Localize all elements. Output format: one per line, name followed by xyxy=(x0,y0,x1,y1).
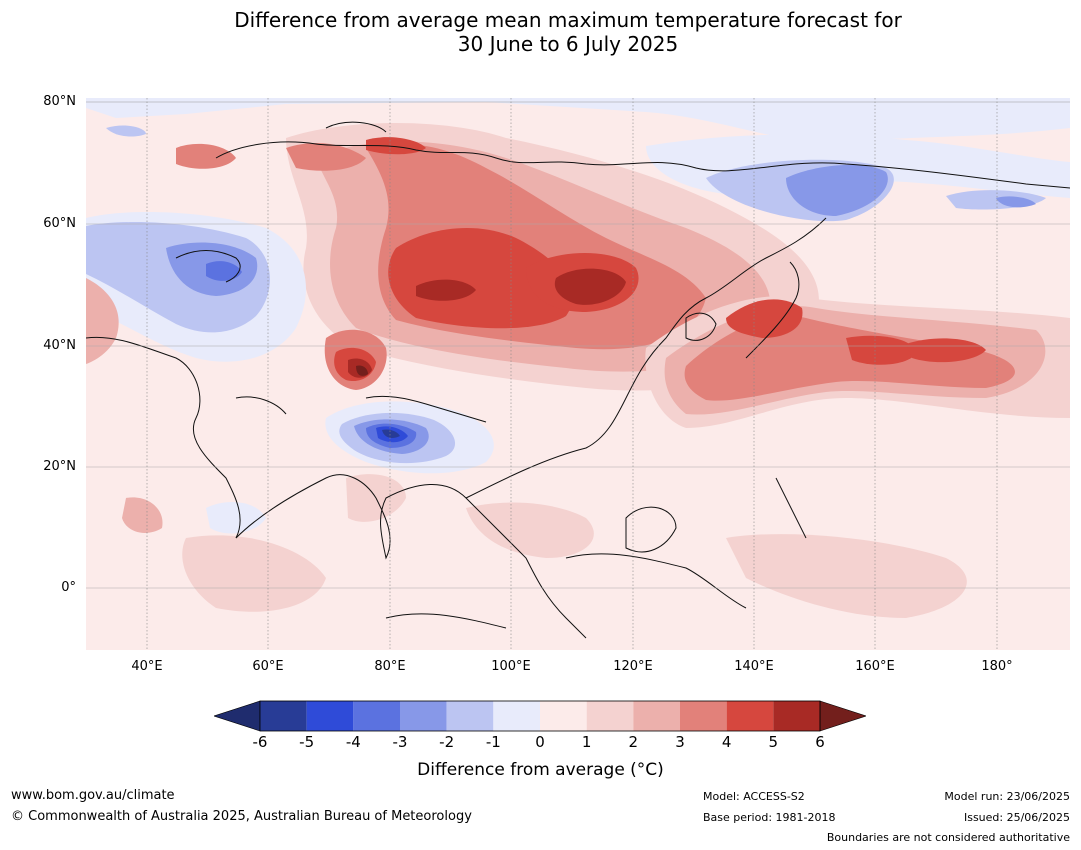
lon-label-180: 180° xyxy=(981,659,1013,674)
title-line-1: Difference from average mean maximum tem… xyxy=(234,8,902,32)
colorbar-tick-label: 0 xyxy=(535,733,545,751)
lon-label-120e: 120°E xyxy=(613,659,653,674)
colorbar-tick-label: 5 xyxy=(768,733,779,751)
lon-label-40e: 40°E xyxy=(131,659,163,674)
colorbar-tick-label: 3 xyxy=(675,733,685,751)
colorbar-tick-label: 1 xyxy=(581,733,592,751)
footer-model-run: Model run: 23/06/2025 xyxy=(944,790,1070,803)
lon-label-140e: 140°E xyxy=(734,659,774,674)
colorbar-segment xyxy=(773,701,820,731)
footer-model: Model: ACCESS-S2 xyxy=(703,790,805,803)
colorbar-segment xyxy=(260,701,307,731)
lon-label-160e: 160°E xyxy=(855,659,895,674)
colorbar-segment xyxy=(586,701,634,731)
footer-copyright: © Commonwealth of Australia 2025, Austra… xyxy=(11,809,472,824)
colorbar-segment xyxy=(353,701,400,731)
colorbar-over-triangle xyxy=(819,700,866,732)
colorbar xyxy=(214,700,866,732)
title-line-2: 30 June to 6 July 2025 xyxy=(457,32,679,56)
colorbar-under-triangle xyxy=(214,700,261,732)
colorbar-tick-label: -4 xyxy=(345,733,361,751)
colorbar-segment xyxy=(493,701,540,731)
lat-label-20n: 20°N xyxy=(43,459,76,474)
footer-issued: Issued: 25/06/2025 xyxy=(963,811,1070,824)
colorbar-segment xyxy=(680,701,727,731)
lat-label-80n: 80°N xyxy=(43,94,76,109)
lat-label-60n: 60°N xyxy=(43,216,76,231)
lat-label-40n: 40°N xyxy=(43,338,76,353)
map-svg xyxy=(86,98,1070,650)
lon-label-80e: 80°E xyxy=(374,659,406,674)
colorbar-tick-label: 6 xyxy=(815,733,825,751)
footer-boundaries: Boundaries are not considered authoritat… xyxy=(826,831,1070,844)
footer-base-period: Base period: 1981-2018 xyxy=(703,811,836,824)
colorbar-tick-label: -2 xyxy=(439,733,455,751)
colorbar-segment xyxy=(540,701,587,731)
graticule xyxy=(86,98,1070,650)
footer-website: www.bom.gov.au/climate xyxy=(11,788,175,803)
colorbar-tick-label: -6 xyxy=(252,733,268,751)
colorbar-segment xyxy=(726,701,774,731)
colorbar-tick-label: 2 xyxy=(628,733,639,751)
colorbar-segment xyxy=(306,701,354,731)
lat-label-0: 0° xyxy=(61,580,76,595)
colorbar-tick-label: -3 xyxy=(392,733,408,751)
coastlines xyxy=(86,121,1070,639)
lon-label-60e: 60°E xyxy=(252,659,284,674)
map-title: Difference from average mean maximum tem… xyxy=(0,8,1081,56)
colorbar-segment xyxy=(446,701,494,731)
colorbar-tick-label: -5 xyxy=(299,733,315,751)
colorbar-frame xyxy=(259,700,821,732)
lon-label-100e: 100°E xyxy=(491,659,531,674)
colorbar-segment xyxy=(400,701,447,731)
temperature-anomaly-map xyxy=(86,98,1070,650)
colorbar-tick-label: -1 xyxy=(485,733,501,751)
colorbar-segment xyxy=(633,701,680,731)
colorbar-label: Difference from average (°C) xyxy=(417,760,664,780)
colorbar-tick-label: 4 xyxy=(721,733,732,751)
